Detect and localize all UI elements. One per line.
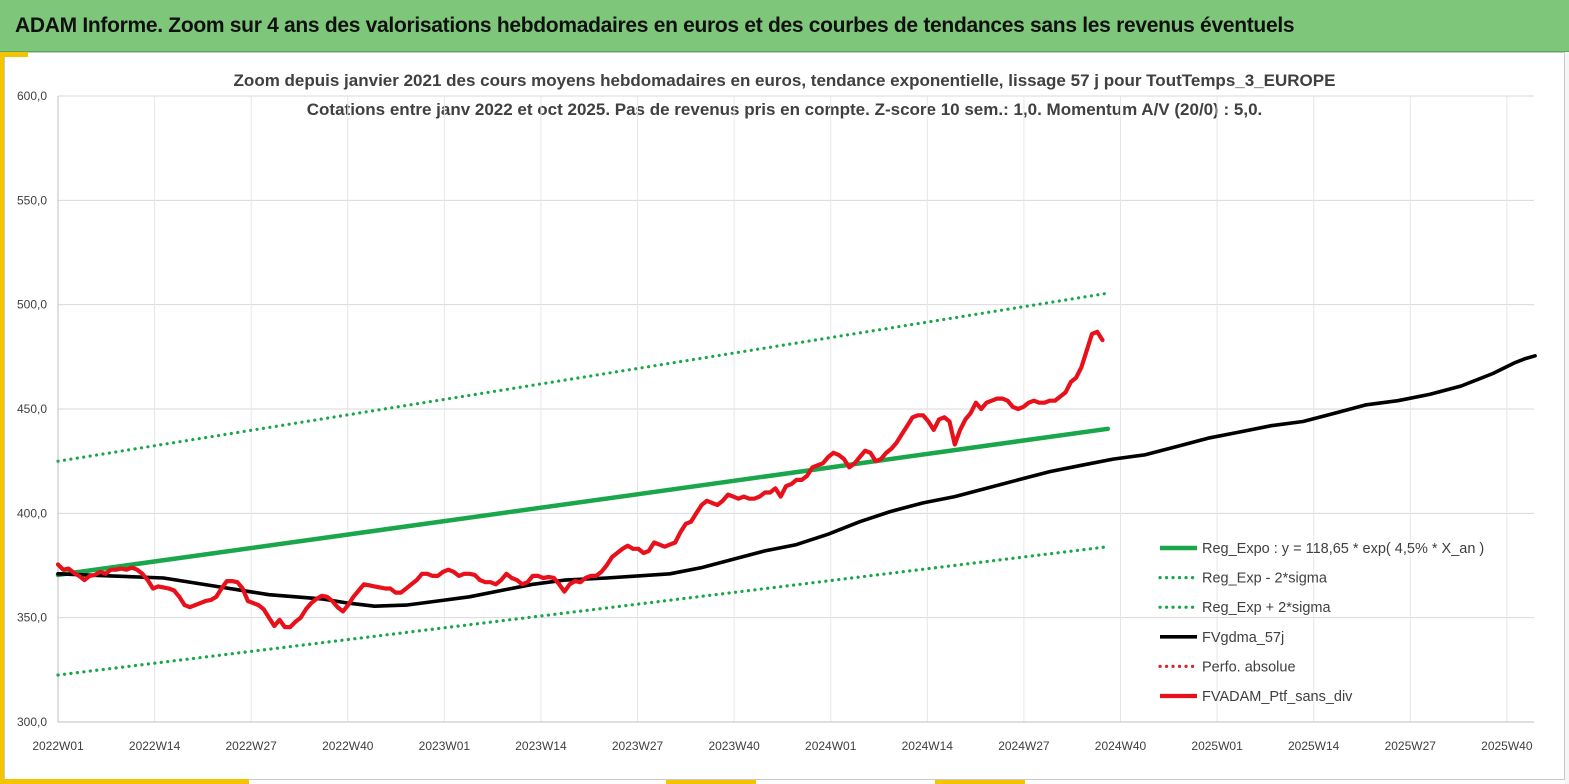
x-tick-label: 2024W40 bbox=[1095, 739, 1147, 753]
accent-strip-bottom-mid2 bbox=[935, 780, 1025, 784]
chart-subtitle: Cotations entre janv 2022 et oct 2025. P… bbox=[306, 100, 1263, 119]
x-tick-label: 2023W14 bbox=[515, 739, 567, 753]
series-line-0 bbox=[55, 426, 1111, 578]
x-tick-label: 2024W01 bbox=[805, 739, 857, 753]
accent-strip-bottom-left bbox=[4, 779, 249, 784]
x-tick-label: 2022W01 bbox=[32, 739, 84, 753]
series-line-5 bbox=[55, 329, 1105, 630]
legend-label-0: Reg_Expo : y = 118,65 * exp( 4,5% * X_an… bbox=[1202, 541, 1484, 557]
banner-title: ADAM Informe. Zoom sur 4 ans des valoris… bbox=[15, 14, 1295, 37]
y-tick-label: 450,0 bbox=[17, 402, 47, 416]
legend-label-3: FVgdma_57j bbox=[1202, 630, 1284, 646]
x-tick-label: 2024W27 bbox=[998, 739, 1050, 753]
y-tick-label: 400,0 bbox=[17, 506, 47, 520]
x-tick-label: 2024W14 bbox=[902, 739, 954, 753]
x-tick-label: 2022W27 bbox=[225, 739, 277, 753]
accent-bar-left bbox=[0, 52, 4, 784]
series-line-2 bbox=[56, 291, 1110, 463]
chart-title: Zoom depuis janvier 2021 des cours moyen… bbox=[233, 71, 1336, 90]
x-tick-label: 2023W40 bbox=[708, 739, 760, 753]
x-tick-label: 2025W40 bbox=[1481, 739, 1533, 753]
y-tick-label: 350,0 bbox=[17, 611, 47, 625]
accent-corner-top-left bbox=[4, 52, 28, 57]
chart-frame bbox=[4, 52, 1565, 780]
x-tick-label: 2022W14 bbox=[129, 739, 181, 753]
page-banner: ADAM Informe. Zoom sur 4 ans des valoris… bbox=[0, 0, 1569, 52]
x-tick-label: 2023W01 bbox=[419, 739, 471, 753]
legend-label-1: Reg_Exp - 2*sigma bbox=[1202, 571, 1328, 587]
legend-label-2: Reg_Exp + 2*sigma bbox=[1202, 600, 1331, 616]
legend-label-5: FVADAM_Ptf_sans_div bbox=[1202, 689, 1353, 705]
y-tick-label: 300,0 bbox=[17, 715, 47, 729]
x-tick-label: 2025W27 bbox=[1385, 739, 1437, 753]
legend-label-4: Perfo. absolue bbox=[1202, 659, 1296, 675]
accent-bar-right bbox=[1565, 52, 1569, 784]
x-tick-label: 2023W27 bbox=[612, 739, 664, 753]
x-tick-label: 2025W14 bbox=[1288, 739, 1340, 753]
accent-strip-bottom-mid1 bbox=[666, 780, 756, 784]
y-tick-label: 550,0 bbox=[17, 193, 47, 207]
y-tick-label: 500,0 bbox=[17, 298, 47, 312]
series-line-3 bbox=[56, 354, 1537, 608]
series-line-1 bbox=[56, 545, 1110, 677]
x-tick-label: 2022W40 bbox=[322, 739, 374, 753]
x-tick-label: 2025W01 bbox=[1191, 739, 1243, 753]
y-tick-label: 600,0 bbox=[17, 89, 47, 103]
